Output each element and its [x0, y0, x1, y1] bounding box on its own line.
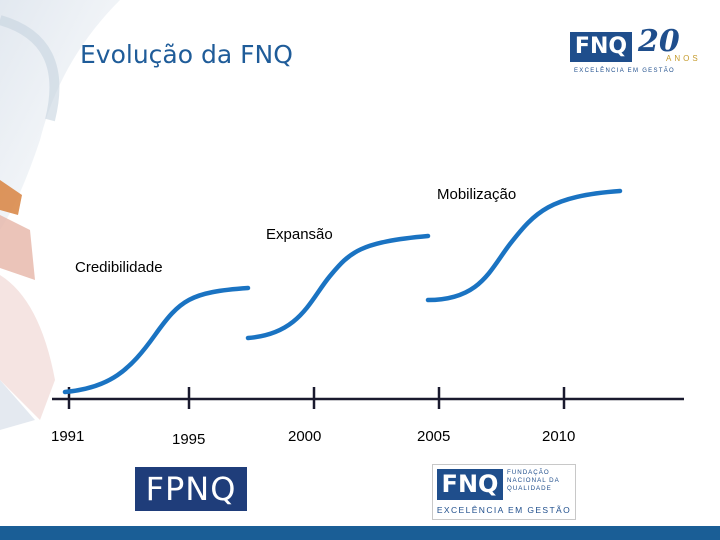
year-label: 2010 — [542, 428, 576, 445]
curve-expansao — [245, 233, 431, 341]
anniversary-word: ANOS — [666, 54, 701, 63]
year-label: 1991 — [51, 428, 85, 445]
fnq-logo: FNQ FUNDAÇÃO NACIONAL DA QUALIDADE EXCEL… — [432, 464, 576, 520]
curve-credibilidade — [62, 285, 251, 395]
foundation-name: FUNDAÇÃO NACIONAL DA QUALIDADE — [507, 469, 560, 492]
year-label: 2000 — [288, 428, 322, 445]
phase-label-expansao: Expansão — [266, 226, 333, 243]
fpnq-logo: FPNQ — [135, 467, 247, 511]
logo-tagline: EXCELÊNCIA EM GESTÃO — [436, 505, 572, 515]
page-title: Evolução da FNQ — [80, 40, 293, 69]
year-label: 2005 — [417, 428, 451, 445]
fnq-20-anos-logo: FNQ 20 ANOS EXCELÊNCIA EM GESTÃO — [570, 24, 698, 78]
curve-mobilizacao — [425, 188, 623, 303]
phase-label-credibilidade: Credibilidade — [75, 259, 163, 276]
fnq-logo-mark: FNQ — [437, 469, 503, 500]
logo-tagline: EXCELÊNCIA EM GESTÃO — [574, 68, 676, 74]
bottom-bar — [0, 526, 720, 540]
fnq-logo-mark: FNQ — [570, 32, 632, 62]
year-label: 1995 — [172, 431, 206, 448]
phase-label-mobilizacao: Mobilização — [437, 186, 517, 203]
anniversary-number: 20 — [638, 24, 680, 59]
